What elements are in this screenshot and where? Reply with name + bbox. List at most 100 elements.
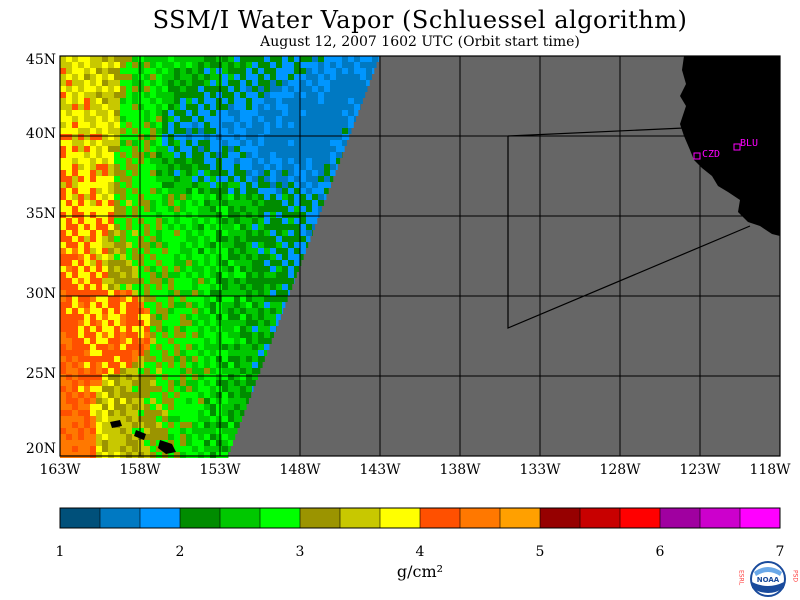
- vapor-cell: [174, 278, 180, 284]
- vapor-cell: [138, 206, 144, 212]
- vapor-cell: [300, 212, 306, 218]
- vapor-cell: [90, 296, 96, 302]
- noaa-esrl-psd-logo: NOAA ESRL PSD: [738, 561, 799, 597]
- vapor-cell: [318, 194, 324, 200]
- vapor-cell: [84, 200, 90, 206]
- vapor-cell: [198, 404, 204, 410]
- vapor-cell: [162, 68, 168, 74]
- vapor-cell: [294, 86, 300, 92]
- vapor-cell: [84, 230, 90, 236]
- vapor-cell: [90, 206, 96, 212]
- vapor-cell: [102, 302, 108, 308]
- vapor-cell: [246, 362, 252, 368]
- vapor-cell: [126, 134, 132, 140]
- vapor-cell: [294, 212, 300, 218]
- vapor-cell: [246, 74, 252, 80]
- vapor-cell: [174, 176, 180, 182]
- vapor-cell: [228, 440, 233, 446]
- vapor-cell: [162, 170, 168, 176]
- vapor-cell: [102, 422, 108, 428]
- vapor-cell: [174, 452, 180, 458]
- vapor-cell: [222, 230, 228, 236]
- vapor-cell: [102, 398, 108, 404]
- vapor-cell: [60, 62, 66, 68]
- vapor-cell: [312, 92, 318, 98]
- vapor-cell: [60, 158, 66, 164]
- vapor-cell: [114, 320, 120, 326]
- vapor-cell: [186, 236, 192, 242]
- vapor-cell: [264, 314, 270, 320]
- vapor-cell: [240, 338, 246, 344]
- vapor-cell: [258, 326, 264, 332]
- vapor-cell: [216, 164, 222, 170]
- vapor-cell: [222, 278, 228, 284]
- vapor-cell: [120, 260, 126, 266]
- vapor-cell: [156, 116, 162, 122]
- vapor-cell: [360, 98, 363, 104]
- vapor-cell: [150, 380, 156, 386]
- region-outline: [507, 136, 751, 329]
- vapor-cell: [162, 296, 168, 302]
- vapor-cell: [282, 164, 288, 170]
- vapor-cell: [270, 158, 276, 164]
- vapor-cell: [240, 92, 246, 98]
- vapor-cell: [132, 416, 138, 422]
- vapor-cell: [108, 440, 114, 446]
- vapor-cell: [336, 98, 342, 104]
- vapor-cell: [204, 266, 210, 272]
- vapor-cell: [138, 416, 144, 422]
- vapor-cell: [126, 362, 132, 368]
- vapor-cell: [126, 164, 132, 170]
- vapor-cell: [78, 164, 84, 170]
- vapor-cell: [282, 74, 288, 80]
- vapor-cell: [342, 86, 348, 92]
- vapor-cell: [180, 332, 186, 338]
- vapor-cell: [132, 338, 138, 344]
- vapor-cell: [84, 242, 90, 248]
- vapor-cell: [168, 416, 174, 422]
- vapor-cell: [246, 218, 252, 224]
- vapor-cell: [264, 212, 270, 218]
- vapor-cell: [246, 374, 252, 380]
- vapor-cell: [126, 344, 132, 350]
- vapor-cell: [222, 56, 228, 62]
- vapor-cell: [66, 338, 72, 344]
- vapor-cell: [132, 422, 138, 428]
- vapor-cell: [258, 344, 264, 350]
- vapor-cell: [300, 164, 306, 170]
- vapor-cell: [210, 290, 216, 296]
- vapor-cell: [96, 398, 102, 404]
- vapor-cell: [180, 452, 186, 458]
- vapor-cell: [198, 230, 204, 236]
- vapor-cell: [276, 104, 282, 110]
- vapor-cell: [360, 104, 361, 110]
- vapor-cell: [144, 62, 150, 68]
- vapor-cell: [138, 374, 144, 380]
- vapor-cell: [312, 116, 318, 122]
- vapor-cell: [234, 74, 240, 80]
- vapor-cell: [216, 314, 222, 320]
- vapor-cell: [138, 392, 144, 398]
- vapor-cell: [144, 134, 150, 140]
- vapor-cell: [210, 254, 216, 260]
- vapor-cell: [372, 62, 377, 68]
- vapor-cell: [264, 128, 270, 134]
- vapor-cell: [306, 146, 312, 152]
- vapor-cell: [150, 188, 156, 194]
- vapor-cell: [240, 272, 246, 278]
- vapor-cell: [78, 326, 84, 332]
- vapor-cell: [192, 224, 198, 230]
- vapor-cell: [96, 98, 102, 104]
- vapor-cell: [168, 410, 174, 416]
- vapor-cell: [198, 338, 204, 344]
- vapor-cell: [192, 386, 198, 392]
- vapor-cell: [270, 164, 276, 170]
- vapor-cell: [186, 428, 192, 434]
- vapor-cell: [252, 332, 258, 338]
- vapor-cell: [156, 416, 162, 422]
- vapor-cell: [270, 98, 276, 104]
- vapor-cell: [198, 332, 204, 338]
- vapor-cell: [156, 182, 162, 188]
- vapor-cell: [126, 236, 132, 242]
